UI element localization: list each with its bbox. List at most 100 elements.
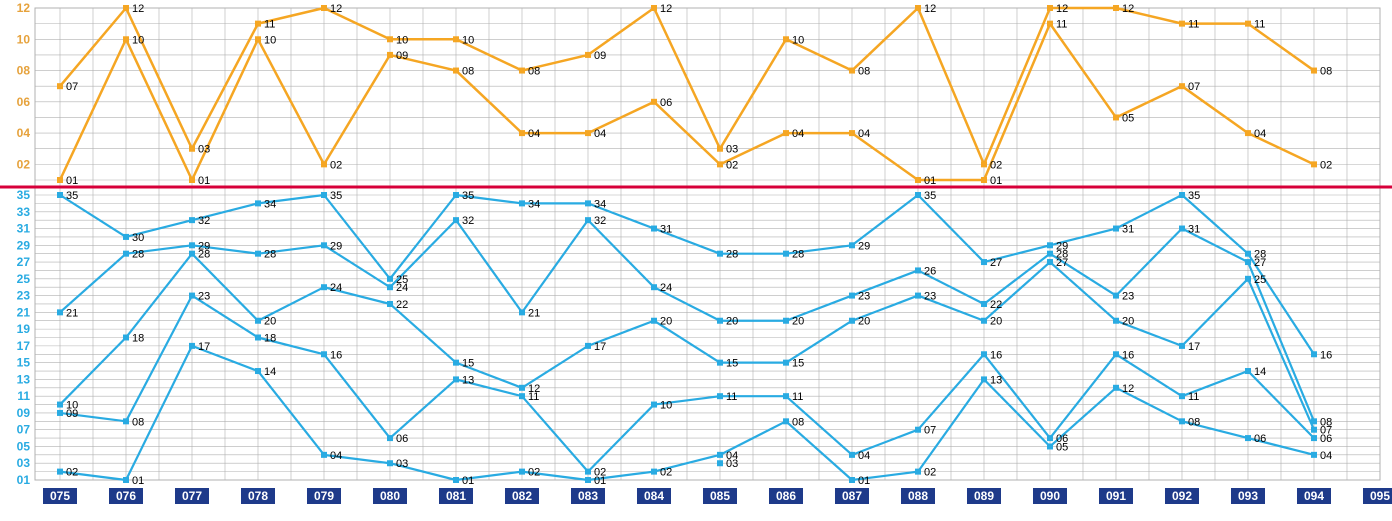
svg-text:04: 04 — [330, 450, 342, 462]
svg-text:05: 05 — [1122, 112, 1134, 124]
svg-text:20: 20 — [660, 316, 672, 328]
svg-text:10: 10 — [660, 400, 672, 412]
svg-text:08: 08 — [1320, 66, 1332, 78]
svg-text:27: 27 — [17, 255, 31, 269]
svg-text:077: 077 — [182, 489, 202, 503]
svg-text:15: 15 — [462, 358, 474, 370]
svg-text:34: 34 — [594, 198, 606, 210]
svg-text:29: 29 — [858, 240, 870, 252]
svg-text:091: 091 — [1106, 489, 1126, 503]
svg-text:08: 08 — [528, 66, 540, 78]
svg-text:08: 08 — [858, 66, 870, 78]
svg-text:01: 01 — [66, 175, 78, 187]
svg-text:02: 02 — [66, 467, 78, 479]
svg-text:09: 09 — [594, 50, 606, 62]
svg-text:12: 12 — [17, 1, 31, 15]
svg-text:01: 01 — [990, 175, 1002, 187]
svg-text:07: 07 — [1188, 81, 1200, 93]
svg-text:21: 21 — [528, 307, 540, 319]
svg-text:16: 16 — [330, 349, 342, 361]
svg-text:02: 02 — [330, 159, 342, 171]
svg-text:32: 32 — [594, 215, 606, 227]
svg-text:01: 01 — [462, 475, 474, 487]
chart-container: 02 04 06 08 10 12 01 03 05 07 09 11 13 15 17 19 21 23 25 27… — [0, 0, 1392, 521]
svg-text:11: 11 — [1188, 19, 1199, 31]
svg-text:28: 28 — [132, 249, 144, 261]
svg-text:04: 04 — [858, 450, 870, 462]
svg-text:13: 13 — [990, 374, 1002, 386]
svg-text:16: 16 — [990, 349, 1002, 361]
svg-text:25: 25 — [17, 272, 31, 286]
svg-text:18: 18 — [264, 333, 276, 345]
svg-text:13: 13 — [462, 374, 474, 386]
svg-text:12: 12 — [132, 3, 144, 15]
svg-text:09: 09 — [17, 406, 31, 420]
svg-text:09: 09 — [66, 408, 78, 420]
svg-text:03: 03 — [396, 458, 408, 470]
svg-text:084: 084 — [644, 489, 664, 503]
svg-text:083: 083 — [578, 489, 598, 503]
svg-text:28: 28 — [264, 249, 276, 261]
svg-text:078: 078 — [248, 489, 268, 503]
svg-text:085: 085 — [710, 489, 730, 503]
svg-text:07: 07 — [17, 423, 31, 437]
svg-text:17: 17 — [1188, 341, 1200, 353]
svg-text:31: 31 — [1188, 224, 1200, 236]
svg-text:31: 31 — [1122, 224, 1134, 236]
x-labels: 0750760770780790800810820830840850860870… — [43, 488, 1392, 504]
svg-text:01: 01 — [924, 175, 936, 187]
svg-text:19: 19 — [17, 322, 31, 336]
svg-text:10: 10 — [792, 34, 804, 46]
svg-text:075: 075 — [50, 489, 70, 503]
svg-text:076: 076 — [116, 489, 136, 503]
svg-text:24: 24 — [330, 282, 342, 294]
svg-text:03: 03 — [726, 458, 738, 470]
svg-text:10: 10 — [264, 34, 276, 46]
svg-text:33: 33 — [17, 205, 31, 219]
svg-text:20: 20 — [990, 316, 1002, 328]
svg-text:086: 086 — [776, 489, 796, 503]
svg-text:35: 35 — [1188, 190, 1200, 202]
svg-text:11: 11 — [528, 391, 539, 403]
svg-text:08: 08 — [1188, 416, 1200, 428]
svg-text:15: 15 — [792, 358, 804, 370]
svg-text:11: 11 — [1056, 19, 1067, 31]
svg-text:094: 094 — [1304, 489, 1324, 503]
svg-text:17: 17 — [594, 341, 606, 353]
svg-text:32: 32 — [462, 215, 474, 227]
svg-text:081: 081 — [446, 489, 466, 503]
svg-text:14: 14 — [264, 366, 276, 378]
svg-text:11: 11 — [726, 391, 737, 403]
svg-text:23: 23 — [858, 291, 870, 303]
svg-text:01: 01 — [594, 475, 606, 487]
svg-text:23: 23 — [924, 291, 936, 303]
svg-text:28: 28 — [726, 249, 738, 261]
svg-text:34: 34 — [264, 198, 276, 210]
svg-text:11: 11 — [792, 391, 803, 403]
svg-text:32: 32 — [198, 215, 210, 227]
svg-text:35: 35 — [17, 188, 31, 202]
svg-text:29: 29 — [17, 238, 31, 252]
svg-text:06: 06 — [17, 95, 31, 109]
svg-text:05: 05 — [17, 439, 31, 453]
svg-text:093: 093 — [1238, 489, 1258, 503]
svg-text:18: 18 — [132, 333, 144, 345]
svg-text:12: 12 — [1056, 3, 1068, 15]
svg-text:06: 06 — [1320, 433, 1332, 445]
svg-text:08: 08 — [462, 66, 474, 78]
svg-text:31: 31 — [660, 224, 672, 236]
svg-text:07: 07 — [66, 81, 78, 93]
svg-text:08: 08 — [792, 416, 804, 428]
svg-text:30: 30 — [132, 232, 144, 244]
svg-text:082: 082 — [512, 489, 532, 503]
svg-text:29: 29 — [330, 240, 342, 252]
svg-text:20: 20 — [726, 316, 738, 328]
svg-text:090: 090 — [1040, 489, 1060, 503]
svg-text:04: 04 — [1254, 128, 1266, 140]
svg-text:01: 01 — [17, 473, 31, 487]
svg-text:17: 17 — [17, 339, 31, 353]
svg-text:11: 11 — [1254, 19, 1265, 31]
svg-text:01: 01 — [198, 175, 210, 187]
svg-text:23: 23 — [198, 291, 210, 303]
svg-text:20: 20 — [1122, 316, 1134, 328]
